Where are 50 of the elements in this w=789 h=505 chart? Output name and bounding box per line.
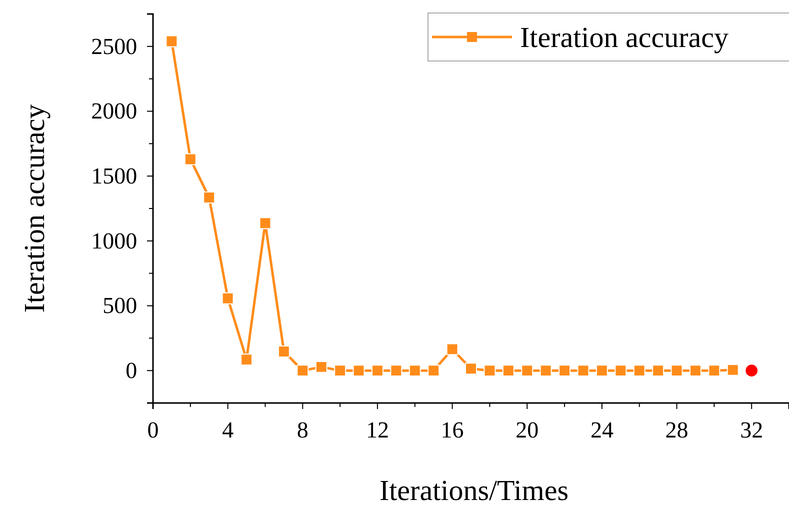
point xyxy=(577,364,590,377)
point xyxy=(614,364,627,377)
point xyxy=(670,364,683,377)
y-tick-label: 2500 xyxy=(91,34,138,59)
point xyxy=(689,364,702,377)
x-tick-label: 0 xyxy=(147,417,159,442)
point xyxy=(502,364,514,377)
y-tick-label: 0 xyxy=(126,358,138,383)
y-axis-title: Iteration accuracy xyxy=(19,104,51,313)
x-tick-label: 12 xyxy=(366,417,389,442)
point xyxy=(296,364,309,377)
x-tick-label: 24 xyxy=(590,417,614,442)
point xyxy=(371,364,384,377)
point xyxy=(315,360,328,373)
point xyxy=(240,354,253,366)
x-tick-label: 28 xyxy=(665,417,688,442)
point xyxy=(278,346,290,358)
point xyxy=(166,35,178,48)
y-tick-label: 500 xyxy=(102,293,138,318)
y-tick-label: 1500 xyxy=(91,163,138,188)
point xyxy=(334,364,346,377)
x-tick-label: 4 xyxy=(222,417,234,442)
point xyxy=(408,364,421,377)
point xyxy=(465,362,477,375)
point xyxy=(521,364,534,377)
point xyxy=(184,153,196,166)
y-tick-label: 2000 xyxy=(91,98,138,124)
point xyxy=(633,364,646,377)
point xyxy=(558,364,571,377)
point xyxy=(428,364,440,377)
point xyxy=(352,364,365,377)
x-tick-label: 8 xyxy=(296,417,308,442)
point xyxy=(708,364,720,377)
point xyxy=(259,217,272,230)
x-axis-title: Iterations/Times xyxy=(379,475,569,505)
x-tick-label: 16 xyxy=(440,417,464,442)
point xyxy=(540,364,552,377)
point xyxy=(484,364,496,377)
point xyxy=(596,364,608,377)
x-tick-label: 20 xyxy=(516,417,539,442)
point xyxy=(746,364,758,376)
point xyxy=(203,192,216,204)
point xyxy=(390,364,402,377)
point xyxy=(726,364,739,376)
point xyxy=(222,292,234,304)
point xyxy=(446,343,458,356)
legend-label: Iteration accuracy xyxy=(520,22,729,54)
point xyxy=(652,364,664,377)
y-tick-label: 1000 xyxy=(91,228,138,254)
x-tick-label: 32 xyxy=(740,417,764,442)
